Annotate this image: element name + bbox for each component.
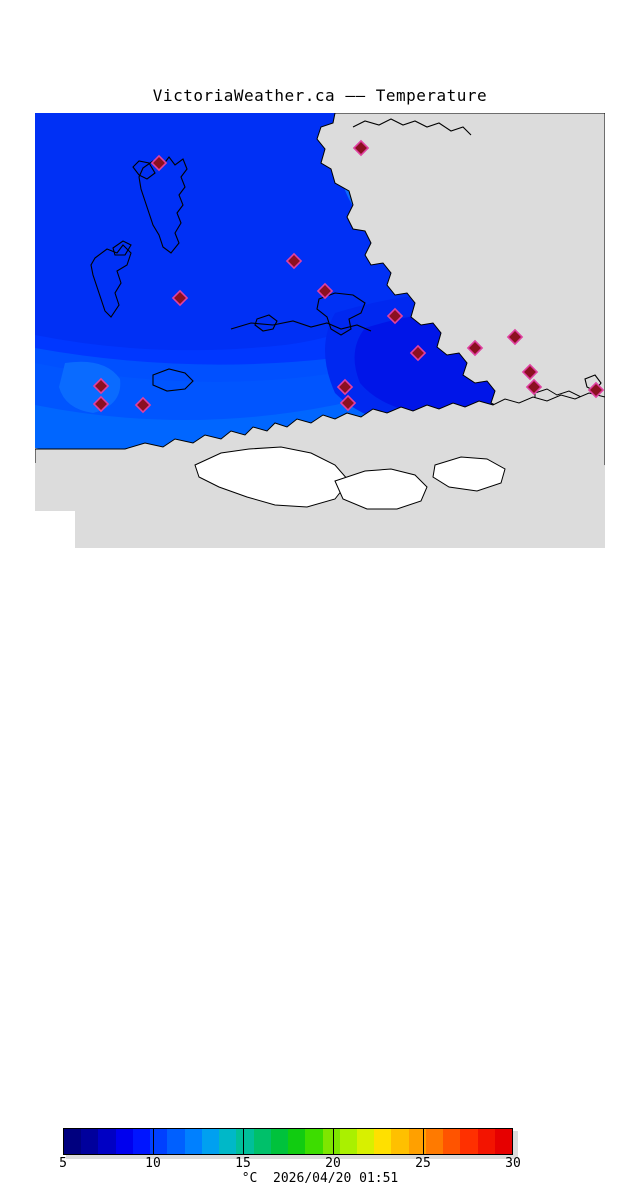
colorbar-swatch-23 [460, 1129, 478, 1154]
station-marker[interactable] [466, 339, 484, 357]
island-outline-west-b [112, 240, 132, 256]
station-marker[interactable] [506, 328, 524, 346]
colorbar-tick-25 [423, 1128, 424, 1155]
colorbar-tick-15 [243, 1128, 244, 1155]
colorbar-tick-label-10: 10 [145, 1156, 161, 1171]
station-marker[interactable] [92, 377, 110, 395]
colorbar-swatch-18 [374, 1129, 392, 1154]
colorbar-area: 5 10 15 20 25 30 °C 2026/04/20 01:51 [0, 560, 640, 1186]
colorbar-swatch-14 [305, 1129, 323, 1154]
colorbar-swatch-9 [219, 1129, 237, 1154]
station-marker-layer[interactable] [92, 139, 605, 414]
land-layer [35, 113, 605, 548]
temperature-colorbar[interactable] [63, 1128, 513, 1155]
station-marker[interactable] [134, 396, 152, 414]
station-marker[interactable] [386, 307, 404, 325]
station-marker[interactable] [171, 289, 189, 307]
colorbar-tick-label-15: 15 [235, 1156, 251, 1171]
colorbar-tick-label-5: 5 [59, 1156, 67, 1171]
station-marker[interactable] [316, 282, 334, 300]
coast-detail-south [230, 320, 372, 332]
station-marker[interactable] [285, 252, 303, 270]
station-marker[interactable] [525, 378, 543, 396]
colorbar-swatch-12 [270, 1129, 289, 1154]
colorbar-swatch-6 [167, 1129, 185, 1154]
colorbar-swatch-10 [236, 1129, 254, 1154]
colorbar-swatch-16 [339, 1129, 357, 1154]
colorbar-swatch-13 [288, 1129, 306, 1154]
colorbar-swatch-11 [253, 1129, 271, 1154]
colorbar-tick-20 [333, 1128, 334, 1155]
colorbar-swatch-3 [115, 1129, 133, 1154]
coastline-layer [90, 118, 602, 392]
colorbar-swatch-1 [81, 1129, 99, 1154]
colorbar-swatch-24 [477, 1129, 495, 1154]
station-marker[interactable] [587, 381, 605, 399]
colorbar-swatch-0 [64, 1129, 82, 1154]
weather-map-page: VictoriaWeather.ca —— Temperature [0, 86, 640, 1186]
station-marker[interactable] [352, 139, 370, 157]
colorbar-caption: °C 2026/04/20 01:51 [241, 1171, 399, 1186]
island-outline-north [138, 156, 188, 254]
colorbar-tick-label-25: 25 [415, 1156, 431, 1171]
island-outline-north-b [132, 160, 156, 180]
page-title: VictoriaWeather.ca —— Temperature [152, 86, 488, 105]
colorbar-swatch-17 [356, 1129, 375, 1154]
colorbar-swatch-2 [98, 1129, 116, 1154]
colorbar-swatch-22 [443, 1129, 461, 1154]
colorbar-tick-label-20: 20 [325, 1156, 341, 1171]
colorbar-swatch-8 [201, 1129, 220, 1154]
colorbar-tick-10 [153, 1128, 154, 1155]
station-marker[interactable] [336, 378, 354, 396]
colorbar-swatch-21 [425, 1129, 444, 1154]
colorbar-swatch-7 [184, 1129, 202, 1154]
colorbar-swatch-19 [391, 1129, 409, 1154]
station-marker[interactable] [150, 154, 168, 172]
inland-white-region-central [334, 468, 428, 510]
island-outline-west [90, 244, 132, 318]
island-outline-midcentral [316, 292, 366, 336]
station-marker[interactable] [339, 394, 357, 412]
colorbar-swatch-15 [322, 1129, 340, 1154]
map-canvas[interactable] [35, 113, 605, 548]
station-marker[interactable] [92, 395, 110, 413]
station-marker[interactable] [521, 363, 539, 381]
inland-white-region-east [432, 456, 506, 492]
temperature-contour-map[interactable] [35, 113, 605, 548]
colorbar-swatch-25 [494, 1129, 513, 1154]
coast-detail-north [352, 118, 472, 136]
inland-white-corner [35, 511, 75, 548]
colorbar-swatch-4 [132, 1129, 151, 1154]
colorbar-tick-label-30: 30 [505, 1156, 521, 1171]
station-marker[interactable] [409, 344, 427, 362]
island-outline-center [152, 368, 194, 392]
island-outline-small [254, 314, 278, 332]
